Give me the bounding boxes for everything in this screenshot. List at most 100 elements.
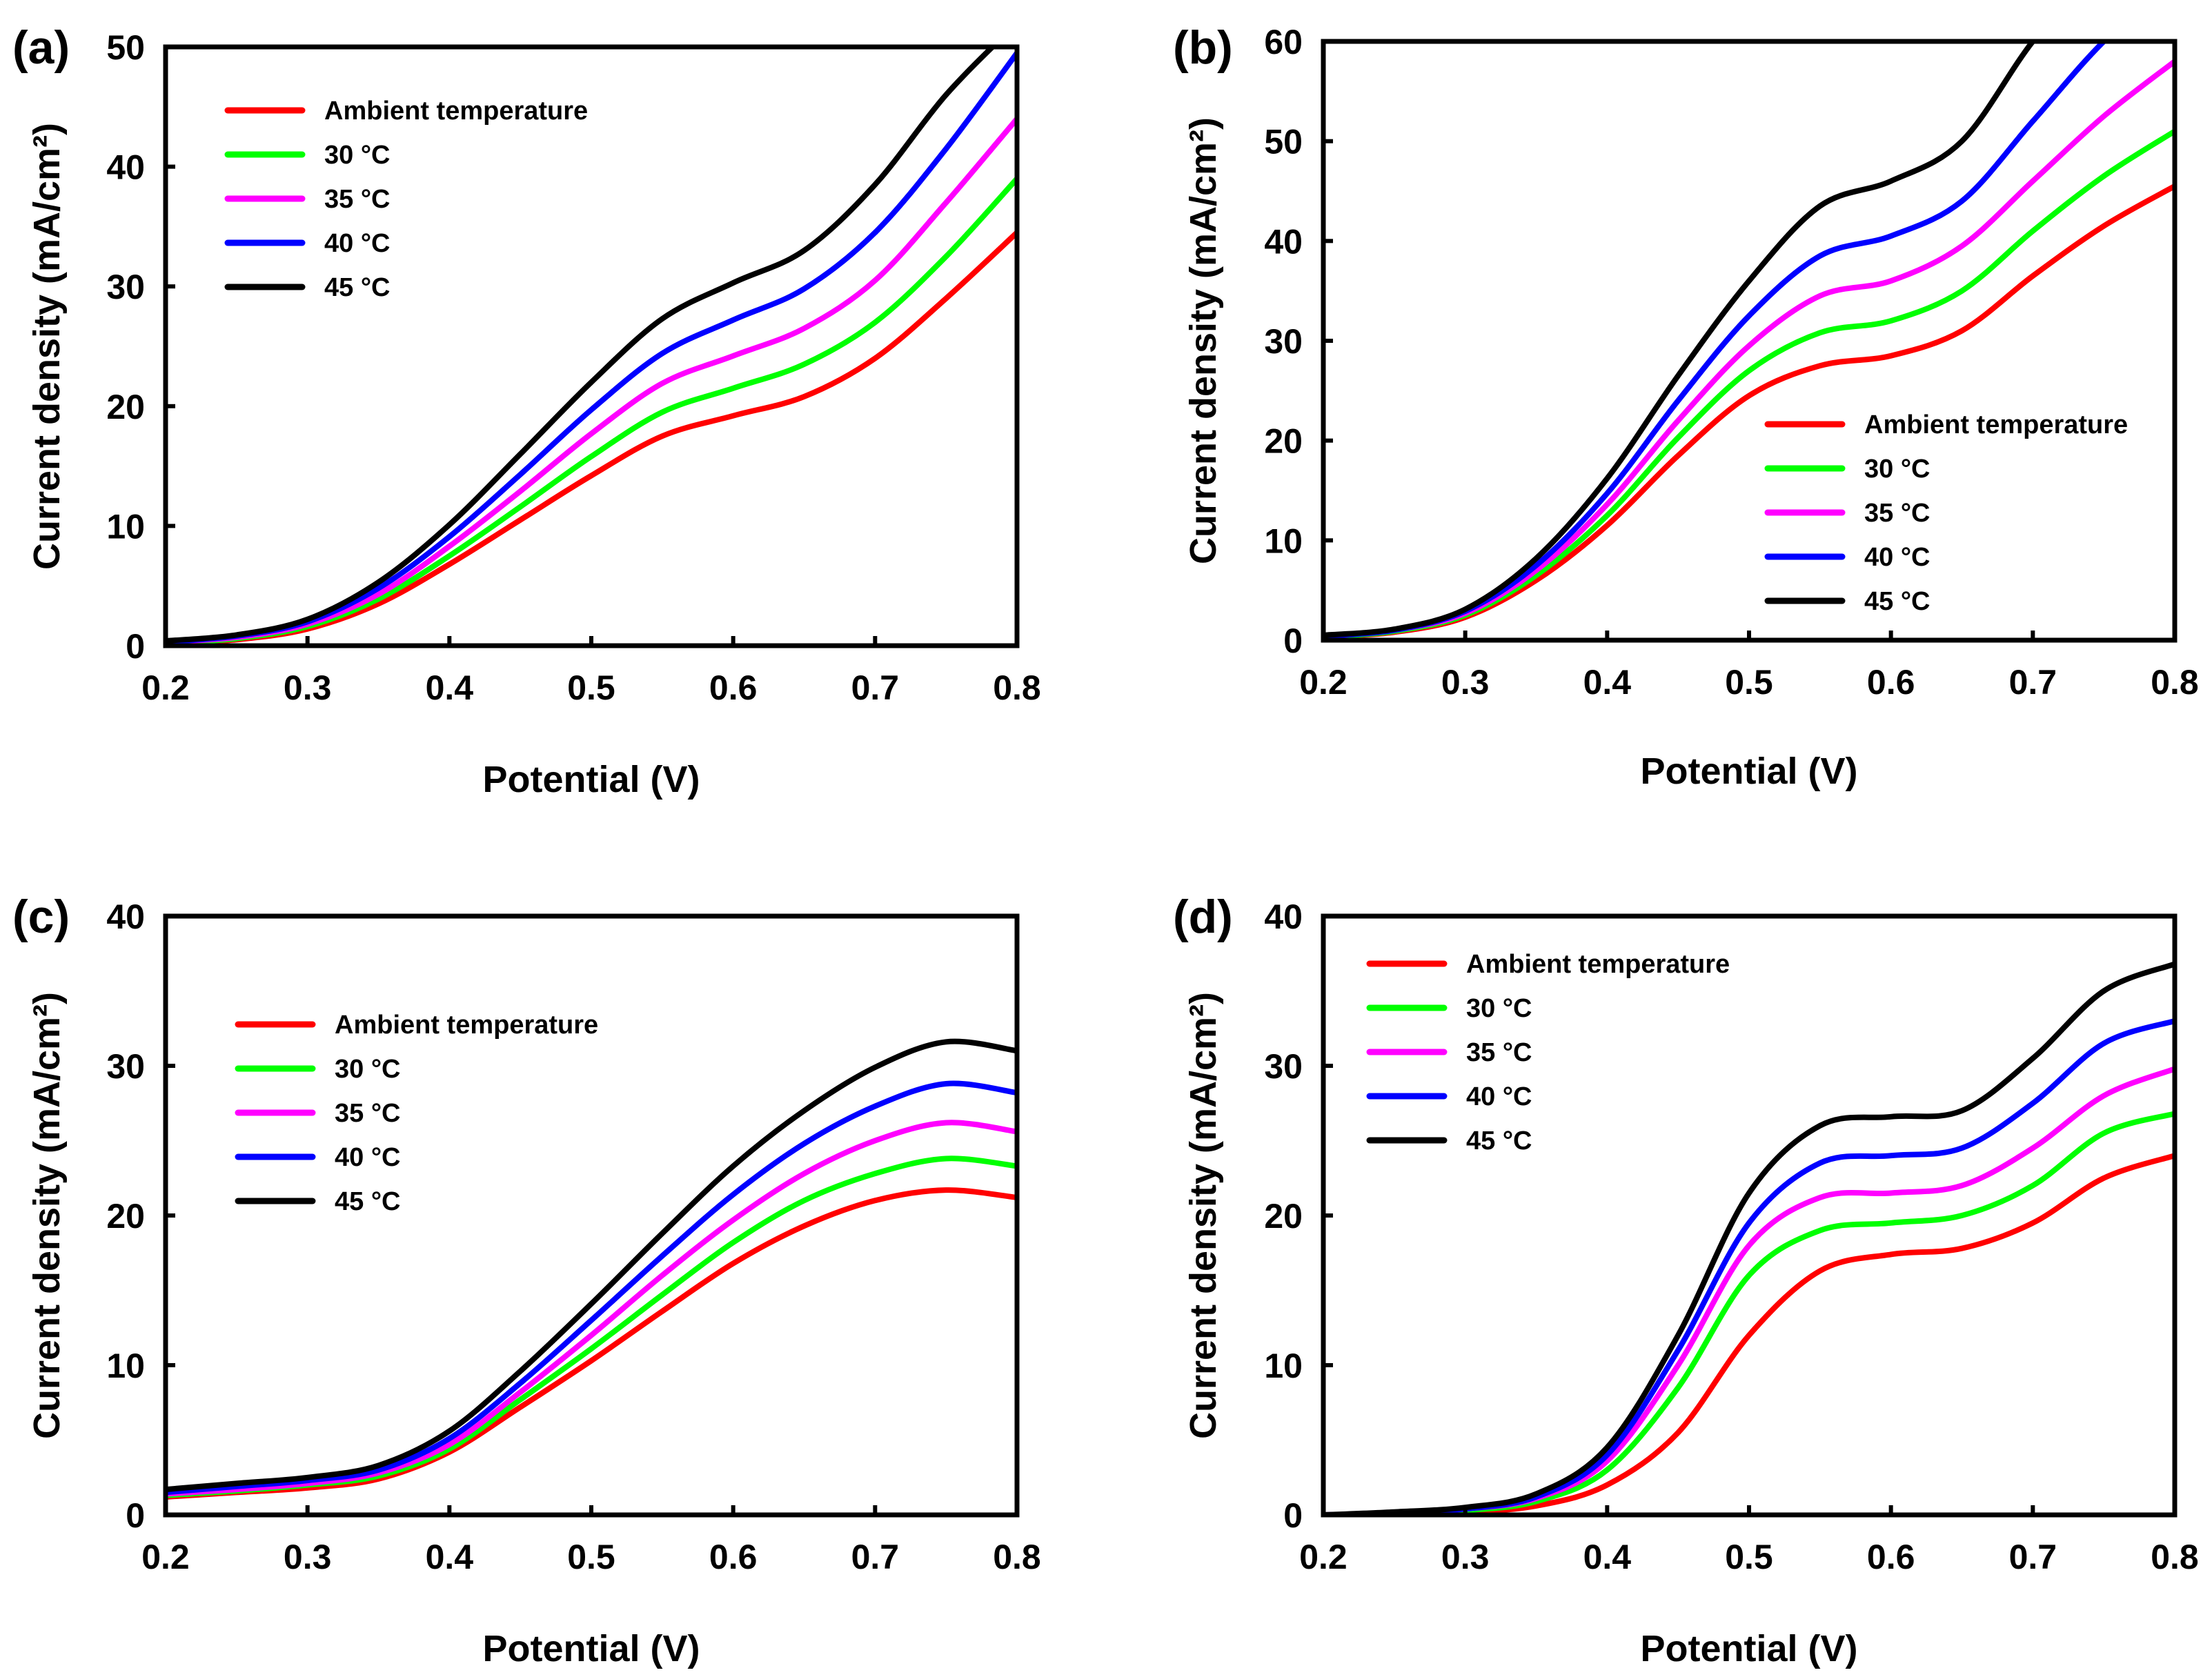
x-tick-label: 0.7 xyxy=(851,1538,900,1576)
x-tick-label: 0.4 xyxy=(1583,663,1632,702)
x-tick-label: 0.2 xyxy=(141,1538,190,1576)
legend: Ambient temperature 30 °C 35 °C 40 °C 45 °C xyxy=(1366,950,1730,1155)
series-line xyxy=(1323,41,2108,639)
y-tick-label: 10 xyxy=(106,507,145,546)
panel-label: (a) xyxy=(12,21,70,74)
y-tick-label: 20 xyxy=(1264,1197,1303,1236)
legend-label: 40 °C xyxy=(1466,1082,1532,1111)
series-line xyxy=(166,1080,1017,1496)
y-axis-label: Current density (mA/cm²) xyxy=(26,123,68,570)
series-line xyxy=(1323,128,2175,640)
y-tick-label: 20 xyxy=(106,388,145,426)
series-line xyxy=(1323,1153,2175,1515)
legend-label: Ambient temperature xyxy=(1864,410,2128,439)
legend-label: 35 °C xyxy=(1864,499,1930,528)
legend-label: 30 °C xyxy=(335,1055,400,1084)
legend-label: 40 °C xyxy=(1864,543,1930,572)
plot-frame xyxy=(1321,39,2178,643)
series-line xyxy=(1323,1018,2175,1515)
series-line xyxy=(1323,58,2175,639)
y-tick-label: 30 xyxy=(106,1047,145,1086)
series-line xyxy=(166,1120,1017,1497)
legend-label: Ambient temperature xyxy=(1466,950,1730,979)
x-tick-label: 0.4 xyxy=(426,1538,474,1576)
legend: Ambient temperature 30 °C 35 °C 40 °C 45 °C xyxy=(1764,410,2128,616)
x-tick-label: 0.3 xyxy=(1441,1538,1490,1576)
panel-label: (b) xyxy=(1173,21,1233,74)
legend-label: 35 °C xyxy=(324,185,390,214)
series-line xyxy=(166,1155,1017,1498)
x-axis-label: Potential (V) xyxy=(482,759,700,800)
x-axis-label: Potential (V) xyxy=(482,1628,700,1669)
chart-panel-b: (b) Potential (V) Current density (mA/cm… xyxy=(1173,21,2199,792)
x-tick-label: 0.7 xyxy=(851,668,900,707)
x-tick-label: 0.5 xyxy=(567,668,615,707)
legend-label: 45 °C xyxy=(324,273,390,302)
plot-frame xyxy=(163,913,1020,1518)
series-line xyxy=(166,1038,1017,1493)
y-tick-label: 30 xyxy=(106,268,145,306)
legend-label: 30 °C xyxy=(324,141,390,170)
series-line xyxy=(1323,41,2037,638)
x-axis-label: Potential (V) xyxy=(1640,751,1857,792)
x-tick-label: 0.4 xyxy=(426,668,474,707)
y-tick-label: 40 xyxy=(1264,222,1303,261)
series-group xyxy=(166,1038,1017,1500)
y-tick-label: 0 xyxy=(126,1496,145,1535)
legend-label: 30 °C xyxy=(1864,455,1930,484)
series-line xyxy=(1323,1111,2175,1515)
y-axis-label: Current density (mA/cm²) xyxy=(26,992,68,1439)
y-axis-label: Current density (mA/cm²) xyxy=(1183,117,1224,564)
series-line xyxy=(166,1187,1017,1500)
x-tick-label: 0.3 xyxy=(1441,663,1490,702)
y-tick-label: 20 xyxy=(106,1197,145,1236)
x-tick-label: 0.8 xyxy=(2151,1538,2199,1576)
y-tick-label: 10 xyxy=(106,1347,145,1385)
y-tick-label: 0 xyxy=(1283,1496,1303,1535)
y-tick-label: 0 xyxy=(1283,622,1303,660)
legend: Ambient temperature 30 °C 35 °C 40 °C 45 °C xyxy=(224,97,588,302)
y-tick-label: 30 xyxy=(1264,322,1303,361)
chart-panel-c: (c) Potential (V) Current density (mA/cm… xyxy=(12,891,1041,1669)
x-tick-label: 0.7 xyxy=(2009,1538,2057,1576)
x-tick-label: 0.6 xyxy=(1867,663,1915,702)
x-tick-label: 0.3 xyxy=(284,1538,332,1576)
legend-label: 40 °C xyxy=(324,229,390,258)
legend-label: Ambient temperature xyxy=(324,97,588,126)
legend-label: 30 °C xyxy=(1466,994,1532,1023)
chart-panel-d: (d) Potential (V) Current density (mA/cm… xyxy=(1173,891,2199,1669)
series-group xyxy=(1323,961,2175,1515)
y-tick-label: 40 xyxy=(106,897,145,936)
y-tick-label: 30 xyxy=(1264,1047,1303,1086)
legend-label: 40 °C xyxy=(335,1143,400,1172)
y-axis-label: Current density (mA/cm²) xyxy=(1183,992,1224,1439)
series-group xyxy=(1323,41,2175,640)
x-tick-label: 0.6 xyxy=(1867,1538,1915,1576)
x-tick-label: 0.6 xyxy=(709,668,758,707)
series-line xyxy=(1323,1066,2175,1515)
y-tick-label: 40 xyxy=(1264,897,1303,936)
x-tick-label: 0.3 xyxy=(284,668,332,707)
y-tick-label: 40 xyxy=(106,148,145,187)
y-tick-label: 10 xyxy=(1264,1347,1303,1385)
x-tick-label: 0.7 xyxy=(2009,663,2057,702)
series-line xyxy=(166,230,1017,646)
x-tick-label: 0.8 xyxy=(993,1538,1041,1576)
x-tick-label: 0.2 xyxy=(141,668,190,707)
x-tick-label: 0.2 xyxy=(1299,663,1347,702)
legend-label: 45 °C xyxy=(335,1187,400,1216)
x-tick-label: 0.6 xyxy=(709,1538,758,1576)
series-group xyxy=(166,47,1017,646)
x-tick-label: 0.5 xyxy=(1725,1538,1773,1576)
panel-label: (d) xyxy=(1173,891,1233,943)
series-line xyxy=(1323,961,2175,1515)
x-tick-label: 0.5 xyxy=(567,1538,615,1576)
series-line xyxy=(166,47,997,644)
x-tick-label: 0.5 xyxy=(1725,663,1773,702)
y-tick-label: 0 xyxy=(126,627,145,666)
x-tick-label: 0.2 xyxy=(1299,1538,1347,1576)
panel-label: (c) xyxy=(12,891,70,943)
y-tick-label: 10 xyxy=(1264,522,1303,560)
legend-label: 35 °C xyxy=(1466,1038,1532,1067)
